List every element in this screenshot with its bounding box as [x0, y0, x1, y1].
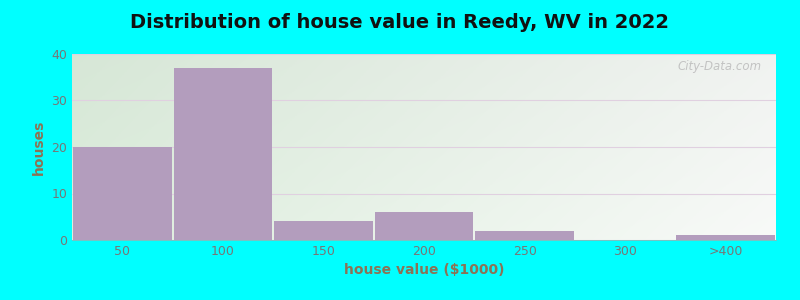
Bar — [274, 221, 373, 240]
Bar — [374, 212, 474, 240]
Text: City-Data.com: City-Data.com — [678, 60, 762, 73]
X-axis label: house value ($1000): house value ($1000) — [344, 263, 504, 278]
Y-axis label: houses: houses — [32, 119, 46, 175]
Bar — [174, 68, 272, 240]
Bar — [73, 147, 171, 240]
Bar — [677, 235, 775, 240]
Text: Distribution of house value in Reedy, WV in 2022: Distribution of house value in Reedy, WV… — [130, 14, 670, 32]
Bar — [475, 231, 574, 240]
